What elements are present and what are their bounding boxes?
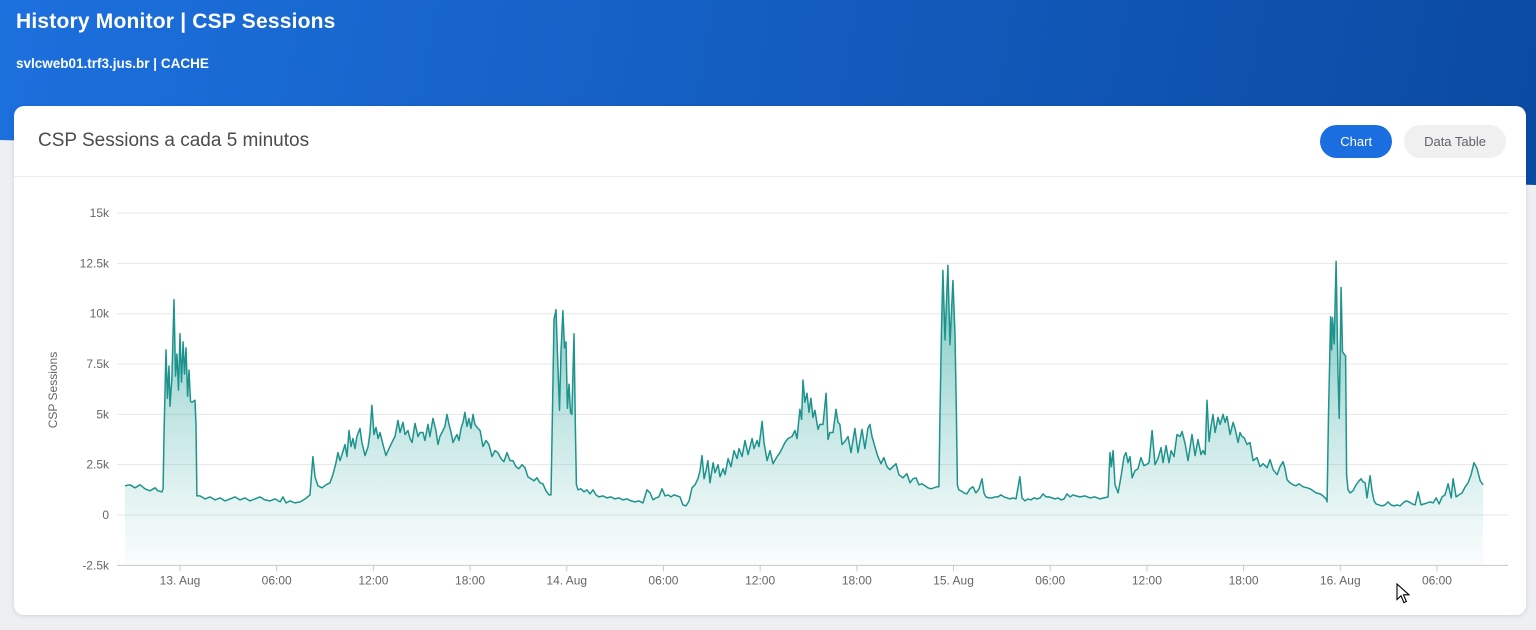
svg-text:12:00: 12:00 <box>745 573 775 587</box>
svg-text:0: 0 <box>102 508 109 522</box>
svg-text:2.5k: 2.5k <box>86 458 110 472</box>
svg-text:06:00: 06:00 <box>262 573 292 587</box>
svg-text:CSP Sessions: CSP Sessions <box>46 352 60 428</box>
svg-text:12:00: 12:00 <box>1132 573 1162 587</box>
svg-text:14. Aug: 14. Aug <box>546 573 587 587</box>
svg-text:12:00: 12:00 <box>358 573 388 587</box>
chart-card: CSP Sessions a cada 5 minutos Chart Data… <box>14 106 1526 615</box>
card-header: CSP Sessions a cada 5 minutos Chart Data… <box>14 106 1526 177</box>
svg-text:18:00: 18:00 <box>1229 573 1259 587</box>
svg-text:7.5k: 7.5k <box>86 357 110 371</box>
host-subtitle: svlcweb01.trf3.jus.br | CACHE <box>16 56 209 71</box>
data-table-toggle-button[interactable]: Data Table <box>1404 124 1506 158</box>
chart-svg[interactable]: 15k 12.5k 10k 7.5k 5k 2.5k 0 -2.5k 13. Aug 06:00 1… <box>14 177 1526 600</box>
svg-text:10k: 10k <box>90 307 110 321</box>
svg-text:18:00: 18:00 <box>455 573 485 587</box>
svg-text:15. Aug: 15. Aug <box>933 573 974 587</box>
chart-title: CSP Sessions a cada 5 minutos <box>38 130 310 151</box>
svg-text:12.5k: 12.5k <box>80 256 110 270</box>
svg-text:06:00: 06:00 <box>1422 573 1452 587</box>
svg-text:18:00: 18:00 <box>842 573 872 587</box>
page-title: History Monitor | CSP Sessions <box>16 10 336 33</box>
chart-toggle-button[interactable]: Chart <box>1320 124 1393 158</box>
svg-text:06:00: 06:00 <box>1035 573 1065 587</box>
svg-text:16. Aug: 16. Aug <box>1320 573 1361 587</box>
svg-text:-2.5k: -2.5k <box>82 558 110 572</box>
view-toggle-group: Chart Data Table <box>1320 124 1506 158</box>
svg-text:5k: 5k <box>96 407 110 421</box>
svg-text:15k: 15k <box>90 206 110 220</box>
sessions-area-chart[interactable]: 15k 12.5k 10k 7.5k 5k 2.5k 0 -2.5k 13. Aug 06:00 1… <box>14 177 1526 600</box>
svg-text:06:00: 06:00 <box>648 573 678 587</box>
svg-text:13. Aug: 13. Aug <box>160 573 201 587</box>
